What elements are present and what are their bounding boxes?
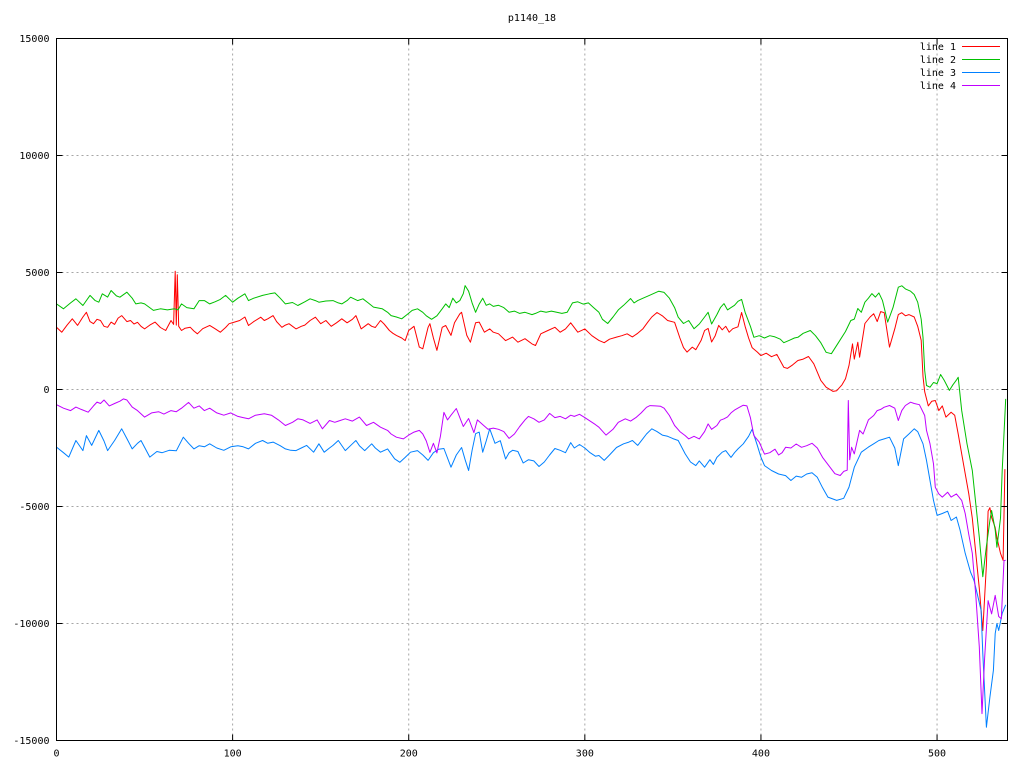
- y-tick-label: 0: [43, 385, 49, 396]
- series-line-1: [56, 270, 1006, 631]
- x-tick-label: 100: [224, 749, 242, 760]
- x-tick-label: 200: [400, 749, 418, 760]
- legend-label: line 4: [920, 81, 956, 92]
- x-tick-label: 300: [576, 749, 594, 760]
- chart-title: p1140_18: [508, 13, 556, 24]
- legend-entry: line 3: [920, 68, 1000, 79]
- y-tick-label: -5000: [19, 502, 49, 513]
- legend-entry: line 1: [920, 42, 1000, 53]
- y-tick-label: -15000: [13, 736, 49, 747]
- x-tick-label: 400: [752, 749, 770, 760]
- y-tick-label: -10000: [13, 619, 49, 630]
- legend-label: line 3: [920, 68, 956, 79]
- legend-label: line 1: [920, 42, 956, 53]
- legend-label: line 2: [920, 55, 956, 66]
- y-tick-label: 15000: [19, 34, 49, 45]
- axes: -15000 -10000 -5000 0 5000 10000 15000 0 100 200 3…: [13, 34, 1008, 760]
- data-series: [56, 270, 1007, 728]
- legend-entry: line 4: [920, 81, 1000, 92]
- x-tick-label: 500: [928, 749, 946, 760]
- y-tick-label: 10000: [19, 151, 49, 162]
- x-tick-label: 0: [53, 749, 59, 760]
- legend: line 1 line 2 line 3 line 4: [920, 42, 1000, 92]
- series-line-3: [56, 428, 1007, 728]
- y-tick-label: 5000: [25, 268, 49, 279]
- legend-entry: line 2: [920, 55, 1000, 66]
- plot-border: [56, 38, 1008, 741]
- series-line-4: [56, 398, 1006, 715]
- series-line-2: [56, 285, 1007, 578]
- grid-lines: [56, 38, 1008, 741]
